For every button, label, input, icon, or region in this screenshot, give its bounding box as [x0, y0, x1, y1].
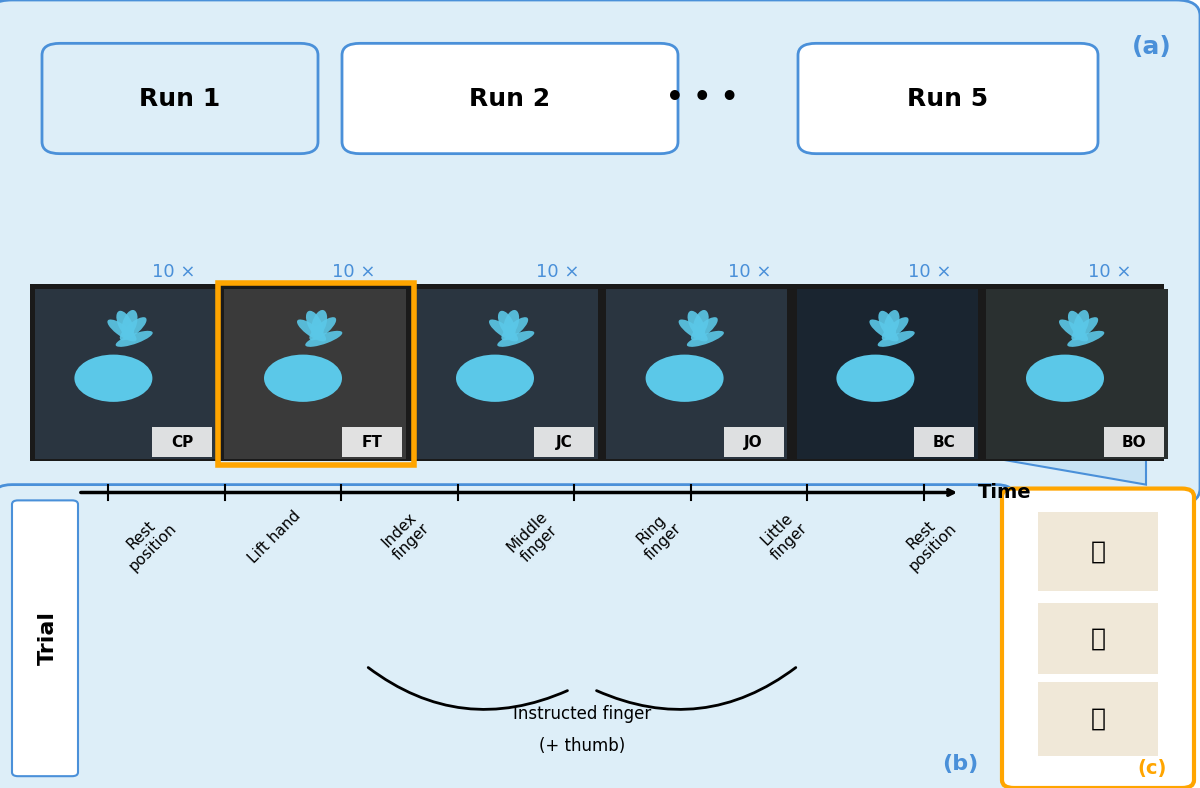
Text: 10 ×: 10 ×	[1088, 263, 1132, 281]
Text: BO: BO	[1122, 434, 1146, 450]
Text: 10 ×: 10 ×	[332, 263, 376, 281]
Ellipse shape	[116, 310, 134, 337]
Text: Ring
finger: Ring finger	[630, 508, 685, 563]
Bar	[797, 289, 978, 459]
Text: 10 ×: 10 ×	[908, 263, 952, 281]
Ellipse shape	[296, 319, 326, 341]
FancyBboxPatch shape	[12, 500, 78, 776]
Ellipse shape	[877, 331, 914, 347]
Text: Instructed finger: Instructed finger	[512, 705, 652, 723]
Bar	[1038, 512, 1158, 591]
Ellipse shape	[264, 355, 342, 402]
Text: Little
finger: Little finger	[756, 508, 811, 563]
Ellipse shape	[1073, 310, 1090, 337]
Text: 🤚: 🤚	[1091, 626, 1105, 650]
Text: Trial: Trial	[38, 611, 58, 665]
Text: Run 2: Run 2	[469, 87, 551, 110]
Ellipse shape	[869, 319, 899, 341]
Bar	[914, 427, 974, 457]
Text: (b): (b)	[942, 754, 978, 775]
Bar	[534, 427, 594, 457]
Ellipse shape	[502, 317, 528, 340]
FancyBboxPatch shape	[30, 284, 1164, 461]
Ellipse shape	[1058, 319, 1088, 341]
FancyBboxPatch shape	[0, 0, 1200, 504]
Ellipse shape	[836, 355, 914, 402]
FancyBboxPatch shape	[1002, 489, 1194, 788]
Bar	[152, 427, 212, 457]
Ellipse shape	[878, 310, 896, 337]
Ellipse shape	[882, 317, 908, 340]
Ellipse shape	[691, 317, 718, 340]
Ellipse shape	[120, 317, 146, 340]
FancyBboxPatch shape	[342, 43, 678, 154]
Ellipse shape	[310, 317, 336, 340]
Ellipse shape	[686, 331, 724, 347]
FancyBboxPatch shape	[42, 43, 318, 154]
Text: BC: BC	[934, 434, 955, 450]
Bar	[416, 289, 598, 459]
Text: • • •: • • •	[666, 84, 738, 113]
Ellipse shape	[678, 319, 708, 341]
Bar	[342, 427, 402, 457]
Text: 🤚: 🤚	[1091, 540, 1105, 563]
Bar	[606, 289, 787, 459]
Ellipse shape	[1067, 331, 1104, 347]
Text: Rest
position: Rest position	[114, 508, 180, 574]
Text: Run 5: Run 5	[907, 87, 989, 110]
Ellipse shape	[488, 319, 518, 341]
Text: JO: JO	[744, 434, 763, 450]
Ellipse shape	[692, 310, 709, 337]
Bar	[35, 289, 216, 459]
Text: 10 ×: 10 ×	[152, 263, 196, 281]
Text: Middle
finger: Middle finger	[504, 508, 563, 567]
Ellipse shape	[1026, 355, 1104, 402]
Bar	[986, 289, 1168, 459]
Text: Run 1: Run 1	[139, 87, 221, 110]
Polygon shape	[36, 292, 1146, 485]
Text: (c): (c)	[1138, 759, 1166, 778]
Text: 🤚: 🤚	[1091, 707, 1105, 731]
Text: Rest
position: Rest position	[894, 508, 960, 574]
Bar	[1038, 682, 1158, 756]
Text: FT: FT	[361, 434, 383, 450]
Bar	[1104, 427, 1164, 457]
Bar	[224, 289, 406, 459]
Ellipse shape	[456, 355, 534, 402]
Ellipse shape	[503, 310, 520, 337]
Text: 10 ×: 10 ×	[536, 263, 580, 281]
Ellipse shape	[306, 310, 324, 337]
Ellipse shape	[883, 310, 900, 337]
Ellipse shape	[305, 331, 342, 347]
Ellipse shape	[115, 331, 152, 347]
Text: 10 ×: 10 ×	[728, 263, 772, 281]
Text: Lift hand: Lift hand	[246, 508, 304, 567]
Ellipse shape	[121, 310, 138, 337]
Bar	[724, 427, 784, 457]
FancyBboxPatch shape	[0, 485, 1014, 788]
Ellipse shape	[107, 319, 137, 341]
Ellipse shape	[74, 355, 152, 402]
Text: JC: JC	[556, 434, 572, 450]
Ellipse shape	[498, 310, 516, 337]
Bar	[1038, 603, 1158, 674]
Text: (a): (a)	[1132, 35, 1172, 59]
Ellipse shape	[1068, 310, 1086, 337]
Ellipse shape	[311, 310, 328, 337]
Ellipse shape	[497, 331, 534, 347]
Text: Index
finger: Index finger	[378, 508, 433, 563]
Text: Time: Time	[978, 483, 1032, 502]
Ellipse shape	[688, 310, 706, 337]
Text: CP: CP	[172, 434, 193, 450]
Ellipse shape	[646, 355, 724, 402]
Text: (+ thumb): (+ thumb)	[539, 737, 625, 755]
FancyBboxPatch shape	[798, 43, 1098, 154]
Ellipse shape	[1072, 317, 1098, 340]
